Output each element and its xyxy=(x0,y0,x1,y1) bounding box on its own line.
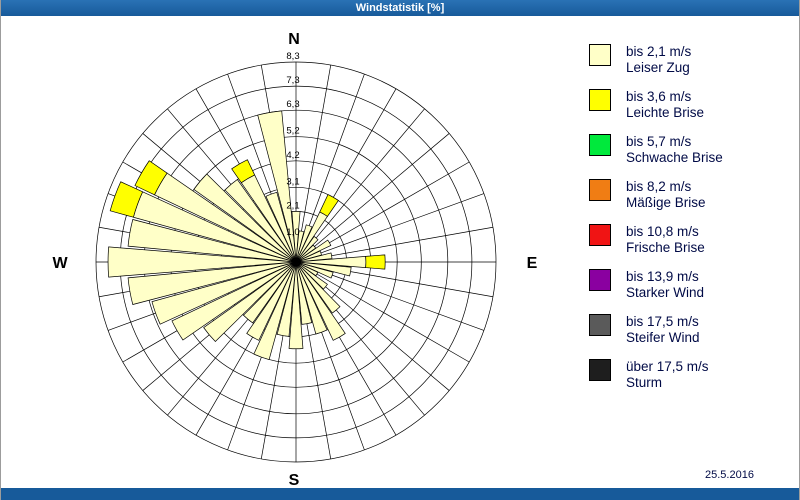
grid-spoke xyxy=(295,108,425,263)
petal-segment xyxy=(295,261,328,290)
petal-segment xyxy=(276,261,297,337)
petal-segment xyxy=(246,261,297,341)
page-title: Windstatistik [%] xyxy=(355,2,445,14)
petal-segment xyxy=(224,179,297,263)
legend-item: bis 13,9 m/s Starker Wind xyxy=(589,269,723,301)
legend-swatch xyxy=(589,89,611,111)
ring-label: 6,3 xyxy=(286,99,299,110)
petal-segment xyxy=(295,235,319,263)
legend-label: bis 10,8 m/s Frische Brise xyxy=(626,224,705,255)
petal-segment xyxy=(203,261,297,343)
petal-segment xyxy=(134,160,168,196)
legend-label: bis 5,7 m/s Schwache Brise xyxy=(626,134,723,165)
petal-segment xyxy=(231,159,256,184)
legend-swatch xyxy=(589,269,611,291)
legend-label: bis 2,1 m/s Leiser Zug xyxy=(626,44,692,75)
petal-segment xyxy=(295,261,328,335)
ring-label: 1,0 xyxy=(286,227,299,238)
compass-label-w: W xyxy=(52,255,68,272)
legend-label: über 17,5 m/s Sturm xyxy=(626,359,709,390)
title-bar: Windstatistik [%] xyxy=(1,0,799,16)
grid-spoke xyxy=(295,261,470,363)
compass-label-n: N xyxy=(288,31,300,48)
petal-segment xyxy=(151,261,297,325)
legend-swatch xyxy=(589,44,611,66)
legend-label: bis 3,6 m/s Leichte Brise xyxy=(626,89,705,120)
legend-swatch xyxy=(589,224,611,246)
petal-segment xyxy=(127,261,297,305)
petal-segment xyxy=(295,252,333,263)
legend-label: bis 17,5 m/s Steifer Wind xyxy=(626,314,700,345)
petal-segment xyxy=(109,181,144,218)
grid-spoke xyxy=(295,64,332,263)
legend-swatch xyxy=(589,314,611,336)
petal-segment xyxy=(288,261,304,350)
ring-label: 2,1 xyxy=(286,200,299,211)
petal-segment xyxy=(193,173,297,263)
petal-segment xyxy=(291,211,301,263)
legend-item: bis 8,2 m/s Mäßige Brise xyxy=(589,179,723,211)
petal-segment xyxy=(107,246,297,278)
petal-segment xyxy=(295,261,341,314)
compass-label-e: E xyxy=(527,255,538,272)
ring-label: 7,3 xyxy=(286,75,299,86)
legend: bis 2,1 m/s Leiser Zug bis 3,6 m/s Leichte … xyxy=(589,44,723,404)
ring-label: 4,2 xyxy=(286,150,299,161)
legend-item: bis 5,7 m/s Schwache Brise xyxy=(589,134,723,166)
legend-item: bis 3,6 m/s Leichte Brise xyxy=(589,89,723,121)
petal-segment xyxy=(253,261,297,361)
petal-segment xyxy=(127,219,297,263)
legend-item: bis 10,8 m/s Frische Brise xyxy=(589,224,723,256)
petal-segment xyxy=(265,191,297,263)
bottom-bar xyxy=(1,488,799,500)
ring-label: 3,1 xyxy=(286,176,299,187)
petal-segment xyxy=(295,261,346,341)
ring-label: 8,3 xyxy=(286,51,299,62)
petal-segment xyxy=(365,254,386,270)
petal-segment xyxy=(243,261,297,324)
grid-spoke xyxy=(295,133,450,263)
date-label: 25.5.2016 xyxy=(705,469,754,481)
legend-label: bis 13,9 m/s Starker Wind xyxy=(626,269,705,300)
legend-swatch xyxy=(589,179,611,201)
petal-segment xyxy=(295,261,313,325)
petal-segment xyxy=(295,239,332,263)
ring-label: 5,2 xyxy=(286,126,299,137)
legend-item: bis 17,5 m/s Steifer Wind xyxy=(589,314,723,346)
petal-segment xyxy=(295,261,334,279)
legend-swatch xyxy=(589,134,611,156)
petal-segment xyxy=(171,261,297,341)
legend-label: bis 8,2 m/s Mäßige Brise xyxy=(626,179,706,210)
legend-item: bis 2,1 m/s Leiser Zug xyxy=(589,44,723,76)
legend-swatch xyxy=(589,359,611,381)
petal-segment xyxy=(319,194,339,217)
grid-spoke xyxy=(295,193,485,263)
compass-label-s: S xyxy=(289,472,300,489)
legend-item: über 17,5 m/s Sturm xyxy=(589,359,723,391)
petal-segment xyxy=(295,224,313,263)
petal-segment xyxy=(257,110,297,263)
petal-segment xyxy=(295,250,322,263)
